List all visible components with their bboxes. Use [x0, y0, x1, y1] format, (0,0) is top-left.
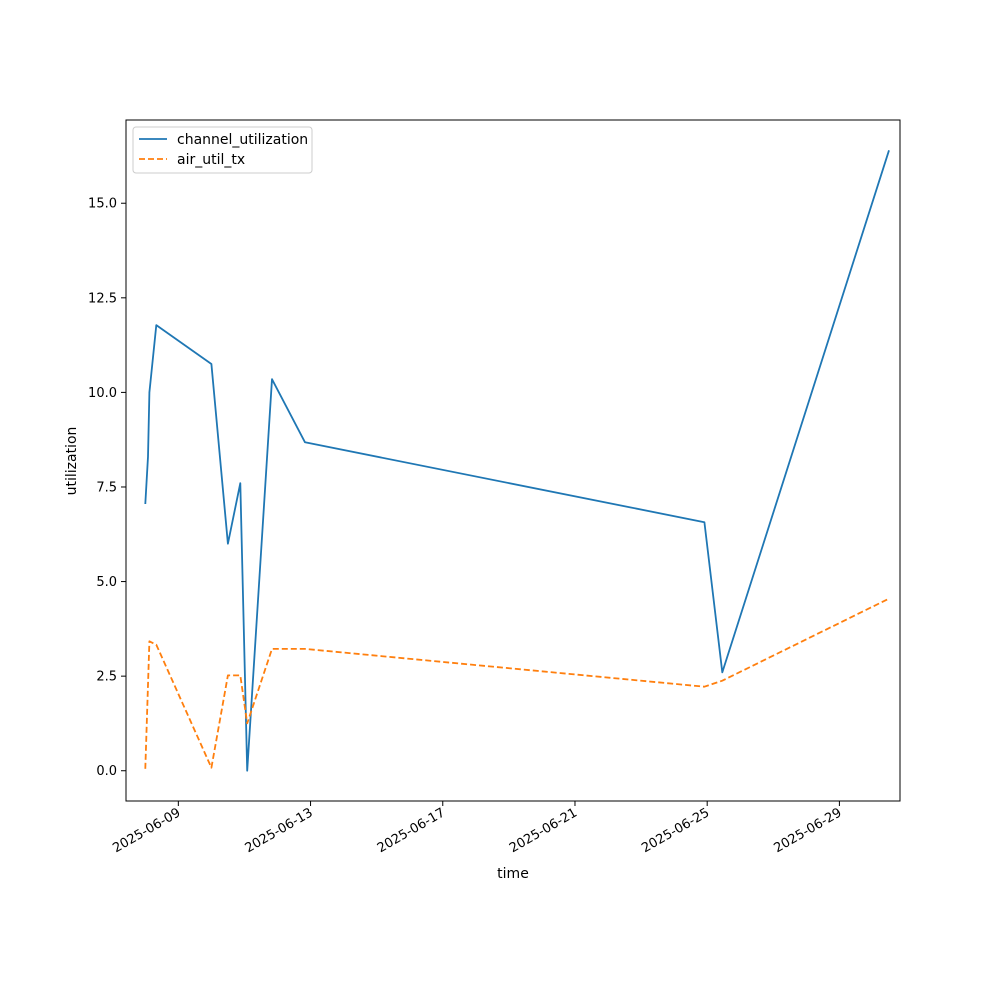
legend-label-channel-utilization: channel_utilization: [177, 132, 308, 148]
y-axis: 0.0 2.5 5.0 7.5 10.0 12.5 15.0: [88, 197, 126, 779]
x-axis-label: time: [497, 866, 529, 882]
y-tick-label: 2.5: [96, 670, 117, 685]
y-axis-label: utilization: [64, 427, 80, 496]
legend-label-air-util-tx: air_util_tx: [177, 152, 245, 168]
y-tick-label: 10.0: [88, 386, 117, 401]
y-tick-label: 0.0: [96, 764, 117, 779]
y-tick-label: 7.5: [96, 480, 117, 495]
legend: channel_utilization air_util_tx: [132, 126, 313, 174]
axes-frame: [125, 119, 901, 802]
y-tick-label: 15.0: [88, 197, 117, 212]
series-line-channel-utilization: [144, 150, 890, 772]
y-tick-label: 12.5: [88, 291, 117, 306]
series-layer: [144, 150, 890, 772]
legend-box: [132, 126, 313, 174]
y-tick-label: 5.0: [96, 575, 117, 590]
series-line-air-util-tx: [144, 597, 890, 769]
